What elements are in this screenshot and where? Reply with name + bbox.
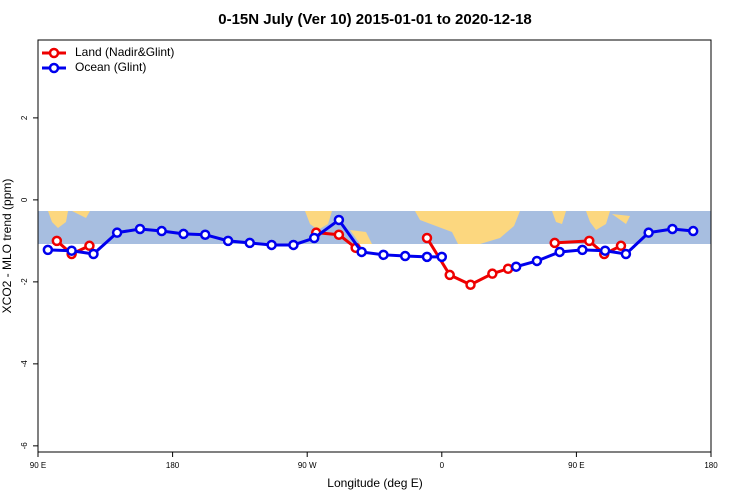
x-tick-label: 180: [166, 461, 180, 470]
data-point: [288, 239, 299, 251]
data-point: [66, 245, 77, 256]
data-point: [436, 251, 448, 263]
data-point: [643, 227, 654, 238]
data-point: [378, 249, 389, 261]
y-tick-label: 0: [20, 197, 29, 202]
data-point: [444, 269, 455, 281]
data-point: [399, 250, 411, 262]
data-point: [620, 248, 632, 260]
data-point: [356, 246, 367, 258]
x-tick-label: 0: [440, 461, 445, 470]
data-point: [156, 225, 167, 237]
chart-title: 0-15N July (Ver 10) 2015-01-01 to 2020-1…: [218, 11, 532, 28]
legend-marker: [48, 62, 60, 74]
legend-marker: [48, 47, 60, 59]
data-point: [421, 251, 433, 263]
data-point: [584, 235, 595, 247]
data-point: [554, 246, 565, 258]
y-tick-label: -4: [20, 360, 29, 368]
map-strip: [38, 211, 711, 244]
legend-label: Ocean (Glint): [75, 60, 146, 74]
x-axis-label: Longitude (deg E): [327, 476, 422, 490]
data-point: [134, 223, 146, 235]
data-point: [502, 263, 514, 275]
x-tick-label: 90 W: [298, 461, 317, 470]
legend-entry: Land (Nadir&Glint): [42, 45, 174, 59]
data-point: [549, 237, 560, 249]
data-point: [687, 225, 699, 237]
data-point: [222, 235, 234, 247]
data-point: [42, 244, 54, 256]
y-tick-label: -2: [20, 278, 29, 286]
y-tick-label: 2: [20, 115, 29, 120]
data-point: [510, 261, 522, 272]
data-point: [88, 248, 99, 260]
data-point: [84, 240, 95, 252]
data-point: [111, 227, 123, 238]
x-tick-label: 90 E: [568, 461, 584, 470]
data-point: [199, 229, 211, 240]
data-point: [333, 214, 345, 226]
data-point: [244, 237, 256, 249]
data-point: [421, 232, 433, 244]
legend-label: Land (Nadir&Glint): [75, 45, 174, 59]
data-point: [266, 239, 277, 251]
data-point: [178, 228, 189, 240]
data-point: [333, 229, 345, 240]
y-tick-label: -6: [20, 442, 29, 450]
plot-frame: [37, 39, 712, 453]
legend-entry: Ocean (Glint): [42, 60, 146, 74]
data-point: [487, 268, 498, 279]
data-point: [577, 244, 588, 256]
x-tick-label: 90 E: [30, 461, 46, 470]
data-point: [615, 240, 627, 252]
data-point: [531, 255, 543, 267]
data-point: [599, 245, 611, 256]
data-point: [51, 235, 63, 247]
x-tick-label: 180: [704, 461, 718, 470]
data-point: [308, 232, 320, 244]
y-axis-label: XCO2 - MLO trend (ppm): [0, 179, 14, 314]
data-point: [667, 223, 678, 235]
data-point: [465, 279, 476, 290]
